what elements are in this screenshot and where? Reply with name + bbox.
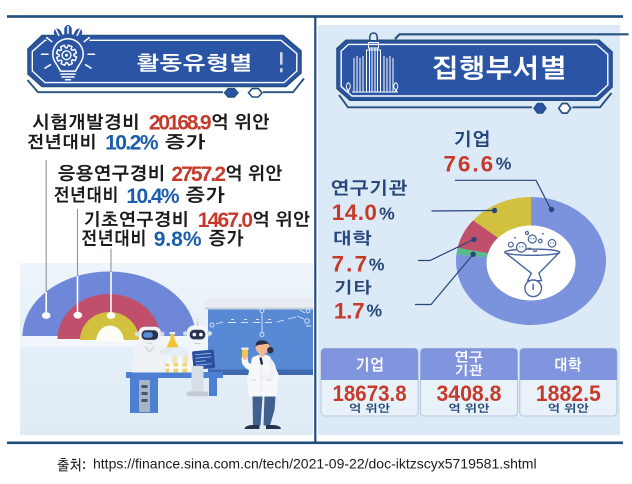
svg-text:1.7: 1.7	[334, 298, 365, 323]
svg-text:%: %	[367, 301, 383, 321]
svg-text:10.2%: 10.2%	[105, 132, 159, 155]
svg-text:%: %	[496, 154, 512, 174]
svg-text:1467.0: 1467.0	[198, 209, 253, 232]
svg-text:2757.2: 2757.2	[171, 163, 226, 186]
svg-text:10.4%: 10.4%	[126, 185, 180, 208]
svg-text:3408.8: 3408.8	[436, 381, 501, 406]
svg-text:7.7: 7.7	[332, 251, 368, 276]
svg-text:%: %	[379, 204, 395, 224]
svg-text:18673.8: 18673.8	[333, 381, 407, 406]
svg-text:9.8%: 9.8%	[154, 228, 202, 251]
svg-text:%: %	[369, 255, 385, 275]
svg-text:1882.5: 1882.5	[536, 381, 601, 406]
svg-text:76.6: 76.6	[443, 151, 493, 176]
svg-text:https://finance.sina.com.cn/te: https://finance.sina.com.cn/tech/2021-09…	[93, 456, 537, 472]
svg-text:14.0: 14.0	[332, 200, 377, 225]
svg-text:20168.9: 20168.9	[149, 112, 212, 135]
